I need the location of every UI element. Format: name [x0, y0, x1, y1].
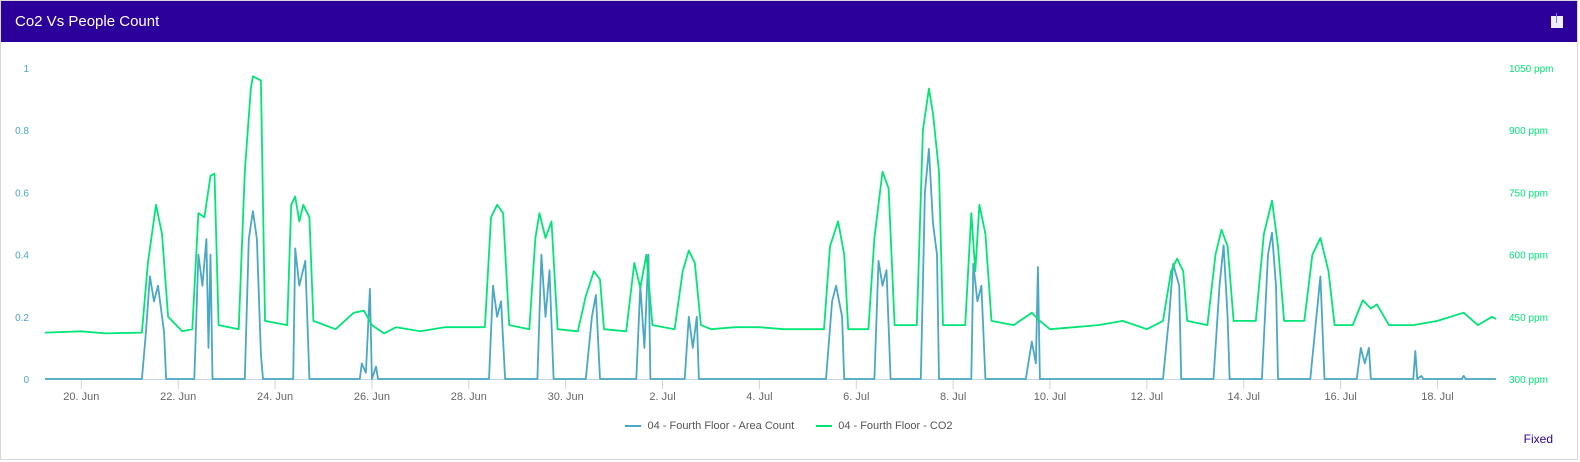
y-left-tick-label: 0.2	[15, 313, 29, 324]
fixed-link[interactable]: Fixed	[1523, 432, 1553, 446]
legend: 04 - Fourth Floor - Area Count 04 - Four…	[1, 420, 1577, 432]
x-tick-label: 6. Jul	[843, 391, 869, 403]
y-left-tick-label: 0.6	[15, 188, 29, 199]
y-right-tick-label: 1050 ppm	[1509, 64, 1553, 75]
x-tick-label: 22. Jun	[160, 391, 196, 403]
chart-plot: 20. Jun 22. Jun 24. Jun 26. Jun 28. Jun 30. J…	[15, 64, 1553, 403]
x-tick-label: 30. Jun	[548, 391, 584, 403]
legend-label: 04 - Fourth Floor - Area Count	[647, 420, 795, 432]
x-tick-label: 20. Jun	[63, 391, 99, 403]
legend-label: 04 - Fourth Floor - CO2	[838, 420, 953, 432]
x-tick-label: 8. Jul	[940, 391, 966, 403]
legend-item-area-count[interactable]: 04 - Fourth Floor - Area Count	[625, 420, 794, 432]
x-tick-label: 16. Jul	[1324, 391, 1356, 403]
y-right-tick-label: 750 ppm	[1509, 188, 1548, 199]
y-right-tick-label: 450 ppm	[1509, 313, 1548, 324]
x-tick-label: 10. Jul	[1034, 391, 1066, 403]
x-tick-label: 28. Jun	[451, 391, 487, 403]
y-right-tick-label: 300 ppm	[1509, 375, 1548, 386]
panel-header: Co2 Vs People Count	[1, 1, 1577, 42]
y-left-tick-label: 0.4	[15, 251, 29, 262]
panel-title: Co2 Vs People Count	[15, 13, 160, 30]
x-tick-label: 2. Jul	[649, 391, 675, 403]
x-tick-label: 12. Jul	[1131, 391, 1163, 403]
download-icon[interactable]	[1551, 12, 1563, 28]
x-tick-label: 18. Jul	[1421, 391, 1453, 403]
y-left-tick-label: 0	[23, 375, 29, 386]
legend-item-co2[interactable]: 04 - Fourth Floor - CO2	[816, 420, 953, 432]
x-tick-label: 4. Jul	[746, 391, 772, 403]
y-right-tick-label: 900 ppm	[1509, 126, 1548, 137]
y-left-tick-label: 1	[23, 64, 29, 75]
x-tick-label: 14. Jul	[1228, 391, 1260, 403]
area-count-series-line	[45, 148, 1496, 380]
legend-swatch	[816, 425, 833, 427]
x-tick-label: 24. Jun	[257, 391, 293, 403]
legend-swatch	[625, 425, 642, 427]
co2-series-line	[44, 75, 1497, 335]
y-right-tick-label: 600 ppm	[1509, 251, 1548, 262]
y-left-tick-label: 0.8	[15, 126, 29, 137]
x-tick-label: 26. Jun	[354, 391, 390, 403]
